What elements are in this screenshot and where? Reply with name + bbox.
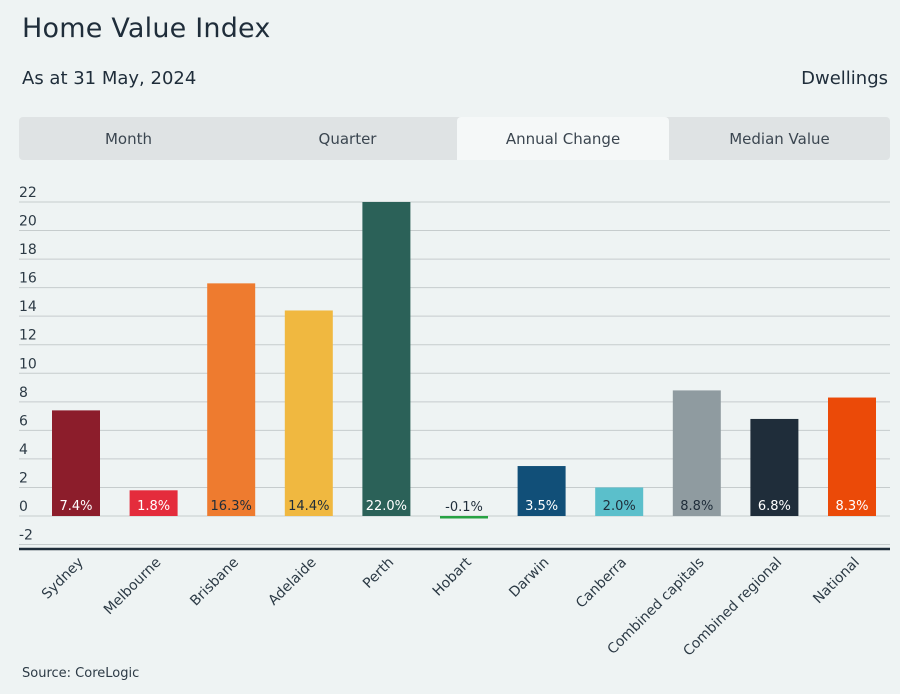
bar-national [828,397,876,516]
x-tick-label: National [810,555,863,608]
metric-tabs: Month Quarter Annual Change Median Value [19,117,890,160]
x-tick-label: Adelaide [265,555,319,609]
x-tick-label: Darwin [506,555,552,601]
y-tick-label: 16 [19,271,37,287]
x-tick-label: Canberra [573,555,630,612]
x-tick-label: Perth [360,555,397,592]
bar-combined-regional [750,418,799,516]
data-label: 3.5% [525,499,558,514]
tab-median-value[interactable]: Median Value [729,129,830,148]
data-label: 8.8% [680,499,713,514]
bar-melbourne [129,490,178,516]
data-label: 22.0% [366,499,407,514]
dwelling-type-label: Dwellings [801,68,888,89]
tab-quarter[interactable]: Quarter [318,129,377,148]
y-tick-label: 6 [19,413,28,429]
y-tick-label: 20 [19,214,37,230]
x-tick-label: Melbourne [101,555,165,619]
bar-perth [362,202,411,516]
bar-brisbane [207,283,256,516]
source-note: Source: CoreLogic [22,666,140,681]
data-label: 1.8% [137,499,170,514]
data-label: 7.4% [59,499,92,514]
tab-annual-change[interactable]: Annual Change [457,117,669,160]
y-tick-label: 22 [19,185,37,201]
bar-combined-capitals [672,390,721,516]
y-tick-label: 18 [19,242,37,258]
data-label: 16.3% [211,499,252,514]
bar-canberra [595,487,644,516]
data-label: 14.4% [288,499,329,514]
y-tick-label: 2 [19,470,28,486]
as-at-date: As at 31 May, 2024 [22,68,197,89]
bar-darwin [517,466,566,516]
x-tick-label: Sydney [39,555,87,603]
bar-sydney [52,410,100,516]
y-tick-label: 8 [19,385,28,401]
x-tick-label: Hobart [430,554,475,599]
data-label: 6.8% [758,499,791,514]
data-label: -0.1% [445,500,483,515]
data-label: 2.0% [603,499,636,514]
bar-hobart [440,516,488,519]
y-tick-label: 4 [19,442,28,458]
chart-title: Home Value Index [22,13,271,44]
bar-adelaide [284,310,333,516]
y-tick-label: -2 [19,528,33,544]
data-label: 8.3% [835,499,868,514]
bar-chart: -2 0 2 4 6 8 10 12 14 16 18 20 22 7.4% Sydney 1.8% Melbo… [19,185,890,659]
y-tick-label: 14 [19,299,37,315]
y-tick-label: 10 [19,356,37,372]
y-tick-label: 12 [19,328,37,344]
x-tick-label: Brisbane [187,555,242,610]
tab-month[interactable]: Month [104,129,152,148]
y-tick-label: 0 [19,499,28,515]
